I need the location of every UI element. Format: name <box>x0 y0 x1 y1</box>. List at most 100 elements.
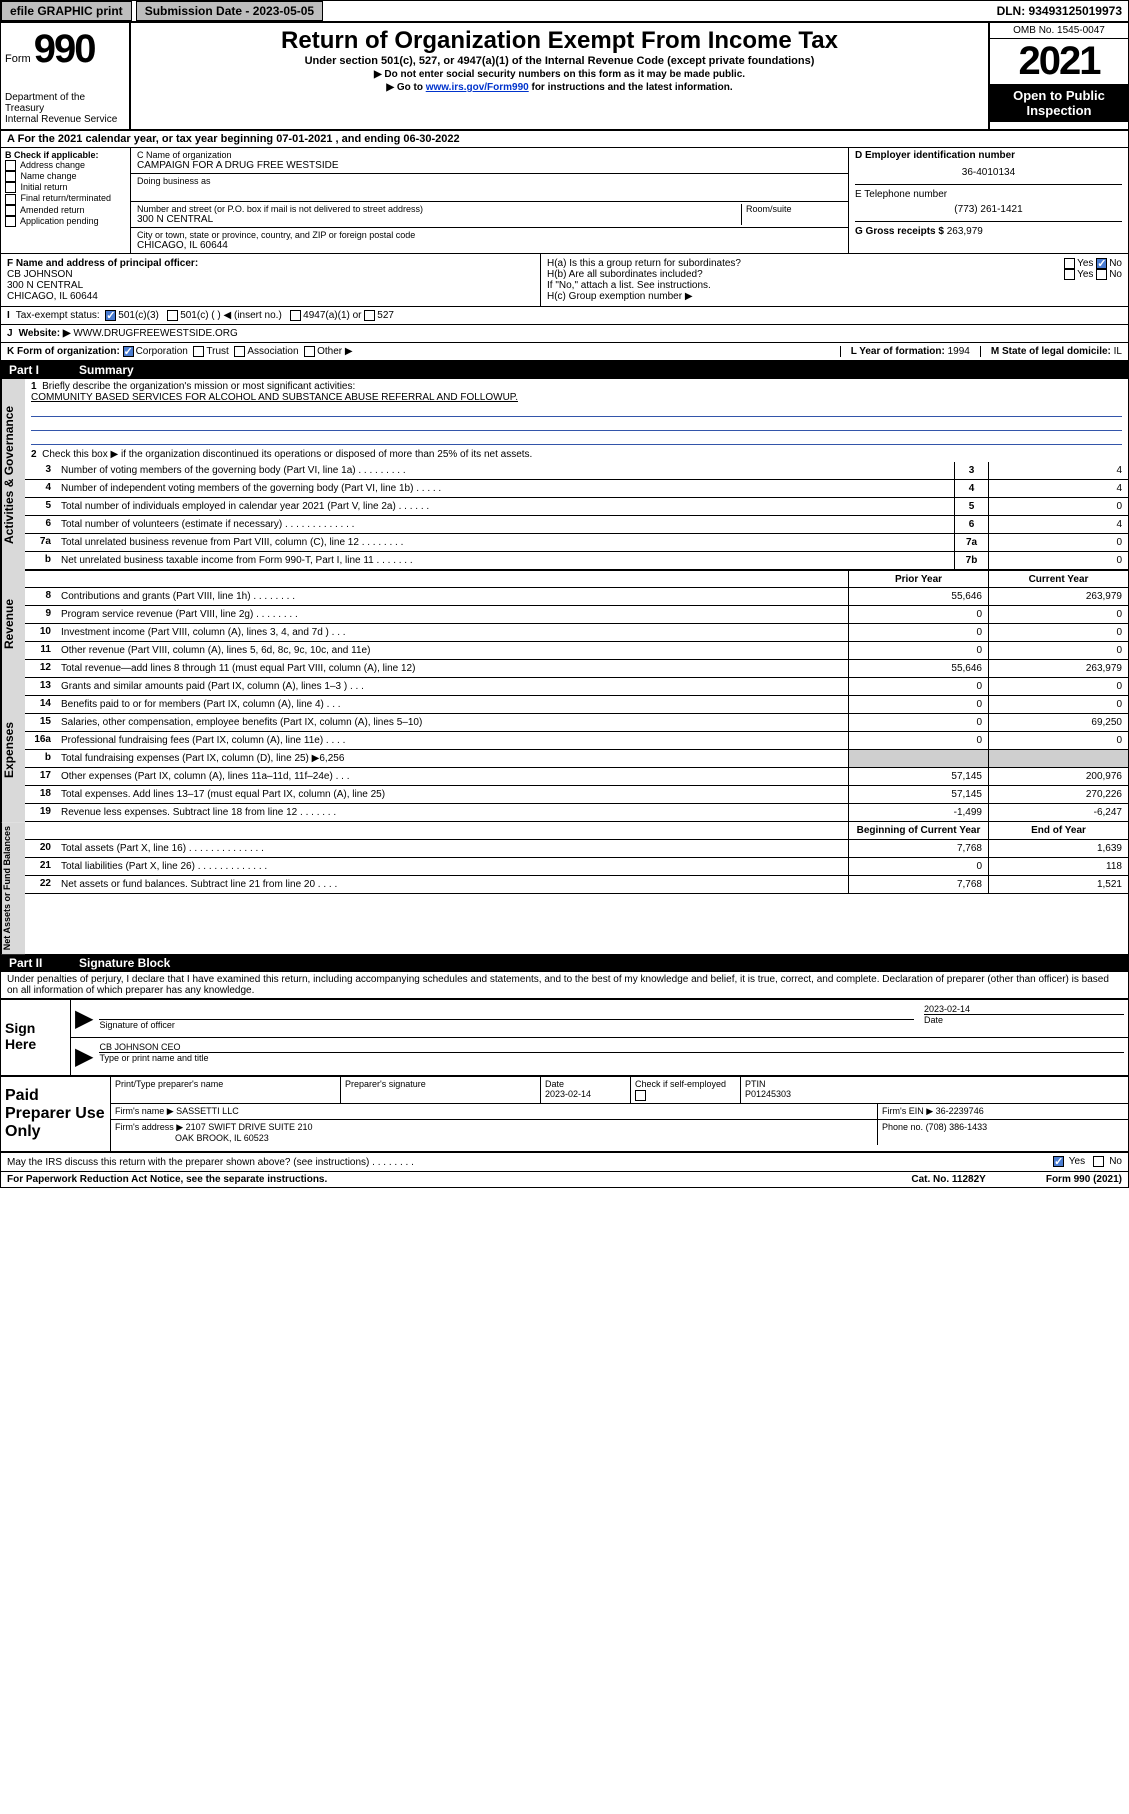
prior-year-hdr: Prior Year <box>848 571 988 587</box>
cb-self-employed[interactable] <box>635 1090 646 1101</box>
ein-label: D Employer identification number <box>855 150 1122 161</box>
header-center: Return of Organization Exempt From Incom… <box>131 23 988 129</box>
ha-yes[interactable] <box>1064 258 1075 269</box>
street-address: 300 N CENTRAL <box>137 214 737 225</box>
cb-4947[interactable] <box>290 310 301 321</box>
ein: 36-4010134 <box>855 167 1122 178</box>
q1: 1 Briefly describe the organization's mi… <box>25 379 1128 447</box>
hb-no[interactable] <box>1096 269 1107 280</box>
efile-button[interactable]: efile GRAPHIC print <box>1 1 132 21</box>
city-state-zip: CHICAGO, IL 60644 <box>137 240 842 251</box>
room-label: Room/suite <box>746 204 842 214</box>
table-row: 20 Total assets (Part X, line 16) . . . … <box>25 840 1128 858</box>
table-row: 19 Revenue less expenses. Subtract line … <box>25 804 1128 822</box>
subtitle-2: ▶ Do not enter social security numbers o… <box>141 69 978 80</box>
table-row: 14 Benefits paid to or for members (Part… <box>25 696 1128 714</box>
prep-date: 2023-02-14 <box>545 1089 591 1099</box>
omb: OMB No. 1545-0047 <box>990 23 1128 39</box>
cb-527[interactable] <box>364 310 375 321</box>
table-row: 18 Total expenses. Add lines 13–17 (must… <box>25 786 1128 804</box>
officer-addr: 300 N CENTRAL <box>7 280 83 291</box>
box-h: H(a) Is this a group return for subordin… <box>541 254 1128 306</box>
ha-no[interactable] <box>1096 258 1107 269</box>
cb-other[interactable] <box>304 346 315 357</box>
city-label: City or town, state or province, country… <box>137 230 842 240</box>
header: Form 990 Department of the Treasury Inte… <box>1 23 1128 131</box>
side-netassets: Net Assets or Fund Balances <box>1 822 25 954</box>
sign-date: 2023-02-14 <box>924 1004 1124 1015</box>
cb-final-return[interactable]: Final return/terminated <box>5 193 126 204</box>
side-revenue: Revenue <box>1 570 25 678</box>
cb-app-pending[interactable]: Application pending <box>5 216 126 227</box>
cb-trust[interactable] <box>193 346 204 357</box>
cb-501c[interactable] <box>167 310 178 321</box>
cat-no: Cat. No. 11282Y <box>911 1174 985 1185</box>
table-row: 11 Other revenue (Part VIII, column (A),… <box>25 642 1128 660</box>
dba-label: Doing business as <box>137 176 842 186</box>
firm-addr2: OAK BROOK, IL 60523 <box>175 1133 269 1143</box>
table-row: 5 Total number of individuals employed i… <box>25 498 1128 516</box>
cb-501c3[interactable] <box>105 310 116 321</box>
table-row: 10 Investment income (Part VIII, column … <box>25 624 1128 642</box>
boy-hdr: Beginning of Current Year <box>848 822 988 839</box>
year-formation: 1994 <box>948 346 970 357</box>
cb-amended[interactable]: Amended return <box>5 205 126 216</box>
topbar: efile GRAPHIC print Submission Date - 20… <box>1 1 1128 23</box>
discuss-no[interactable] <box>1093 1156 1104 1167</box>
table-row: b Net unrelated business taxable income … <box>25 552 1128 570</box>
table-row: 17 Other expenses (Part IX, column (A), … <box>25 768 1128 786</box>
box-c: C Name of organization CAMPAIGN FOR A DR… <box>131 148 848 253</box>
dln: DLN: 93493125019973 <box>997 4 1128 18</box>
cb-address-change[interactable]: Address change <box>5 160 126 171</box>
open-inspection: Open to Public Inspection <box>990 84 1128 122</box>
dept: Department of the Treasury Internal Reve… <box>5 92 125 125</box>
line-j: J Website: ▶ WWW.DRUGFREEWESTSIDE.ORG <box>1 325 1128 343</box>
box-deg: D Employer identification number 36-4010… <box>848 148 1128 253</box>
perjury: Under penalties of perjury, I declare th… <box>1 972 1128 998</box>
sign-here: Sign Here ▶ Signature of officer 2023-02… <box>1 998 1128 1077</box>
firm-addr: 2107 SWIFT DRIVE SUITE 210 <box>186 1122 313 1132</box>
footer: For Paperwork Reduction Act Notice, see … <box>1 1172 1128 1187</box>
part2-header: Part II Signature Block <box>1 954 1128 972</box>
phone: (773) 261-1421 <box>855 204 1122 215</box>
cb-assoc[interactable] <box>234 346 245 357</box>
table-row: 15 Salaries, other compensation, employe… <box>25 714 1128 732</box>
table-row: 16a Professional fundraising fees (Part … <box>25 732 1128 750</box>
legal-domicile: IL <box>1114 346 1122 357</box>
tax-year: 2021 <box>990 39 1128 84</box>
signer-name: CB JOHNSON CEO <box>99 1042 1124 1053</box>
current-year-hdr: Current Year <box>988 571 1128 587</box>
line-i: I Tax-exempt status: 501(c)(3) 501(c) ( … <box>1 307 1128 325</box>
table-row: b Total fundraising expenses (Part IX, c… <box>25 750 1128 768</box>
box-f: F Name and address of principal officer:… <box>1 254 541 306</box>
form-word: Form <box>5 53 31 65</box>
phone-label: E Telephone number <box>855 189 1122 200</box>
line-a-period: A For the 2021 calendar year, or tax yea… <box>1 131 1128 148</box>
header-right: OMB No. 1545-0047 2021 Open to Public In… <box>988 23 1128 129</box>
sign-here-label: Sign Here <box>1 1000 71 1075</box>
form-990: efile GRAPHIC print Submission Date - 20… <box>0 0 1129 1188</box>
side-governance: Activities & Governance <box>1 379 25 570</box>
table-row: 12 Total revenue—add lines 8 through 11 … <box>25 660 1128 678</box>
box-b: B Check if applicable: Address change Na… <box>1 148 131 253</box>
form-number: 990 <box>34 27 95 71</box>
cb-corp[interactable] <box>123 346 134 357</box>
cb-name-change[interactable]: Name change <box>5 171 126 182</box>
submission-date: Submission Date - 2023-05-05 <box>136 1 323 21</box>
irs-link[interactable]: www.irs.gov/Form990 <box>426 82 529 93</box>
cb-initial-return[interactable]: Initial return <box>5 182 126 193</box>
table-row: 7a Total unrelated business revenue from… <box>25 534 1128 552</box>
paid-preparer: Paid Preparer Use Only Print/Type prepar… <box>1 1077 1128 1153</box>
firm-ein: 36-2239746 <box>936 1106 984 1116</box>
part1-revenue: Revenue Prior Year Current Year 8 Contri… <box>1 570 1128 678</box>
firm-phone: (708) 386-1433 <box>926 1122 988 1132</box>
form-title: Return of Organization Exempt From Incom… <box>141 27 978 55</box>
discuss-yes[interactable] <box>1053 1156 1064 1167</box>
part1-header: Part I Summary <box>1 361 1128 379</box>
part1-netassets: Net Assets or Fund Balances Beginning of… <box>1 822 1128 954</box>
org-name: CAMPAIGN FOR A DRUG FREE WESTSIDE <box>137 160 842 171</box>
gross-receipts: 263,979 <box>947 226 983 237</box>
form-ref: Form 990 (2021) <box>1046 1174 1122 1185</box>
sign-arrow-icon: ▶ <box>75 1004 99 1033</box>
hb-yes[interactable] <box>1064 269 1075 280</box>
